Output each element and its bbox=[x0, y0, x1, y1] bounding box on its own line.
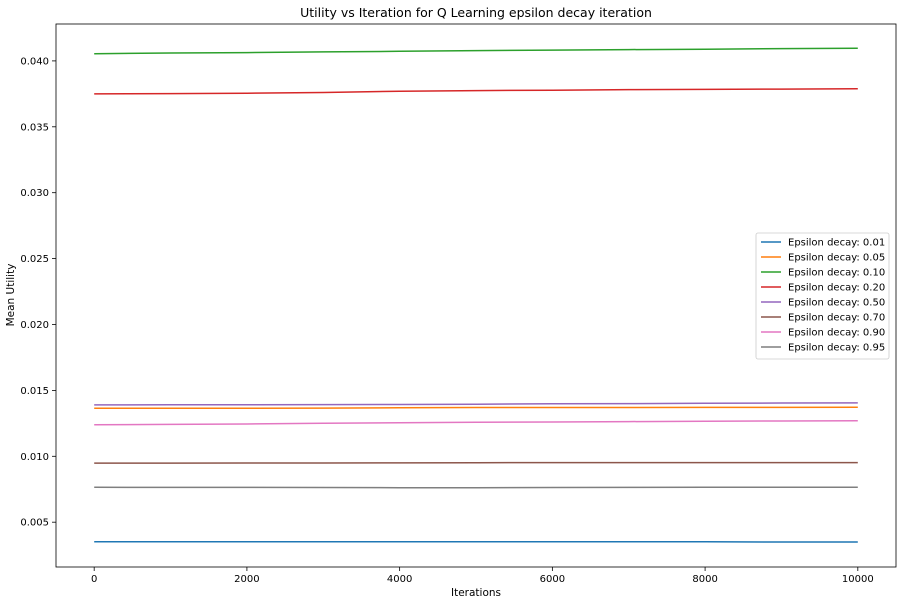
x-tick-label: 6000 bbox=[540, 574, 565, 585]
y-tick-label: 0.015 bbox=[20, 386, 49, 397]
x-tick-label: 2000 bbox=[234, 574, 259, 585]
y-axis-label: Mean Utility bbox=[5, 264, 17, 327]
series-line-6 bbox=[94, 419, 858, 426]
legend-entry: Epsilon decay: 0.10 bbox=[788, 268, 885, 279]
x-axis-label: Iterations bbox=[451, 587, 501, 599]
x-tick-label: 8000 bbox=[692, 574, 717, 585]
y-tick-label: 0.020 bbox=[20, 320, 49, 331]
y-tick-label: 0.035 bbox=[20, 122, 49, 133]
series-line-1 bbox=[94, 406, 858, 409]
legend-entry: Epsilon decay: 0.50 bbox=[788, 298, 885, 309]
series-line-4 bbox=[94, 402, 858, 406]
legend-entry: Epsilon decay: 0.95 bbox=[788, 343, 885, 354]
legend-entry: Epsilon decay: 0.01 bbox=[788, 238, 885, 249]
y-axis-ticks: 0.005 0.010 0.015 0.020 0.025 0.030 0.035 0.040 bbox=[20, 56, 56, 529]
x-tick-label: 0 bbox=[91, 574, 97, 585]
legend-entry: Epsilon decay: 0.20 bbox=[788, 283, 885, 294]
legend: Epsilon decay: 0.01 Epsilon decay: 0.05 Ep… bbox=[755, 232, 890, 360]
series-line-2 bbox=[94, 47, 858, 55]
legend-box bbox=[755, 232, 890, 360]
y-tick-label: 0.010 bbox=[20, 452, 49, 463]
series-line-3 bbox=[94, 88, 858, 95]
plot-marks bbox=[94, 47, 858, 543]
y-tick-label: 0.005 bbox=[20, 518, 49, 529]
y-tick-label: 0.030 bbox=[20, 188, 49, 199]
x-tick-label: 4000 bbox=[387, 574, 412, 585]
y-tick-label: 0.040 bbox=[20, 56, 49, 67]
legend-entry: Epsilon decay: 0.05 bbox=[788, 253, 885, 264]
plot-frame bbox=[55, 23, 897, 568]
x-axis-ticks: 0 2000 4000 6000 8000 10000 bbox=[91, 567, 874, 585]
chart-title: Utility vs Iteration for Q Learning epsi… bbox=[300, 5, 652, 20]
y-tick-label: 0.025 bbox=[20, 254, 49, 265]
legend-entry: Epsilon decay: 0.70 bbox=[788, 313, 885, 324]
x-tick-label: 10000 bbox=[842, 574, 874, 585]
legend-entry: Epsilon decay: 0.90 bbox=[788, 328, 885, 339]
series-line-5 bbox=[94, 461, 858, 464]
